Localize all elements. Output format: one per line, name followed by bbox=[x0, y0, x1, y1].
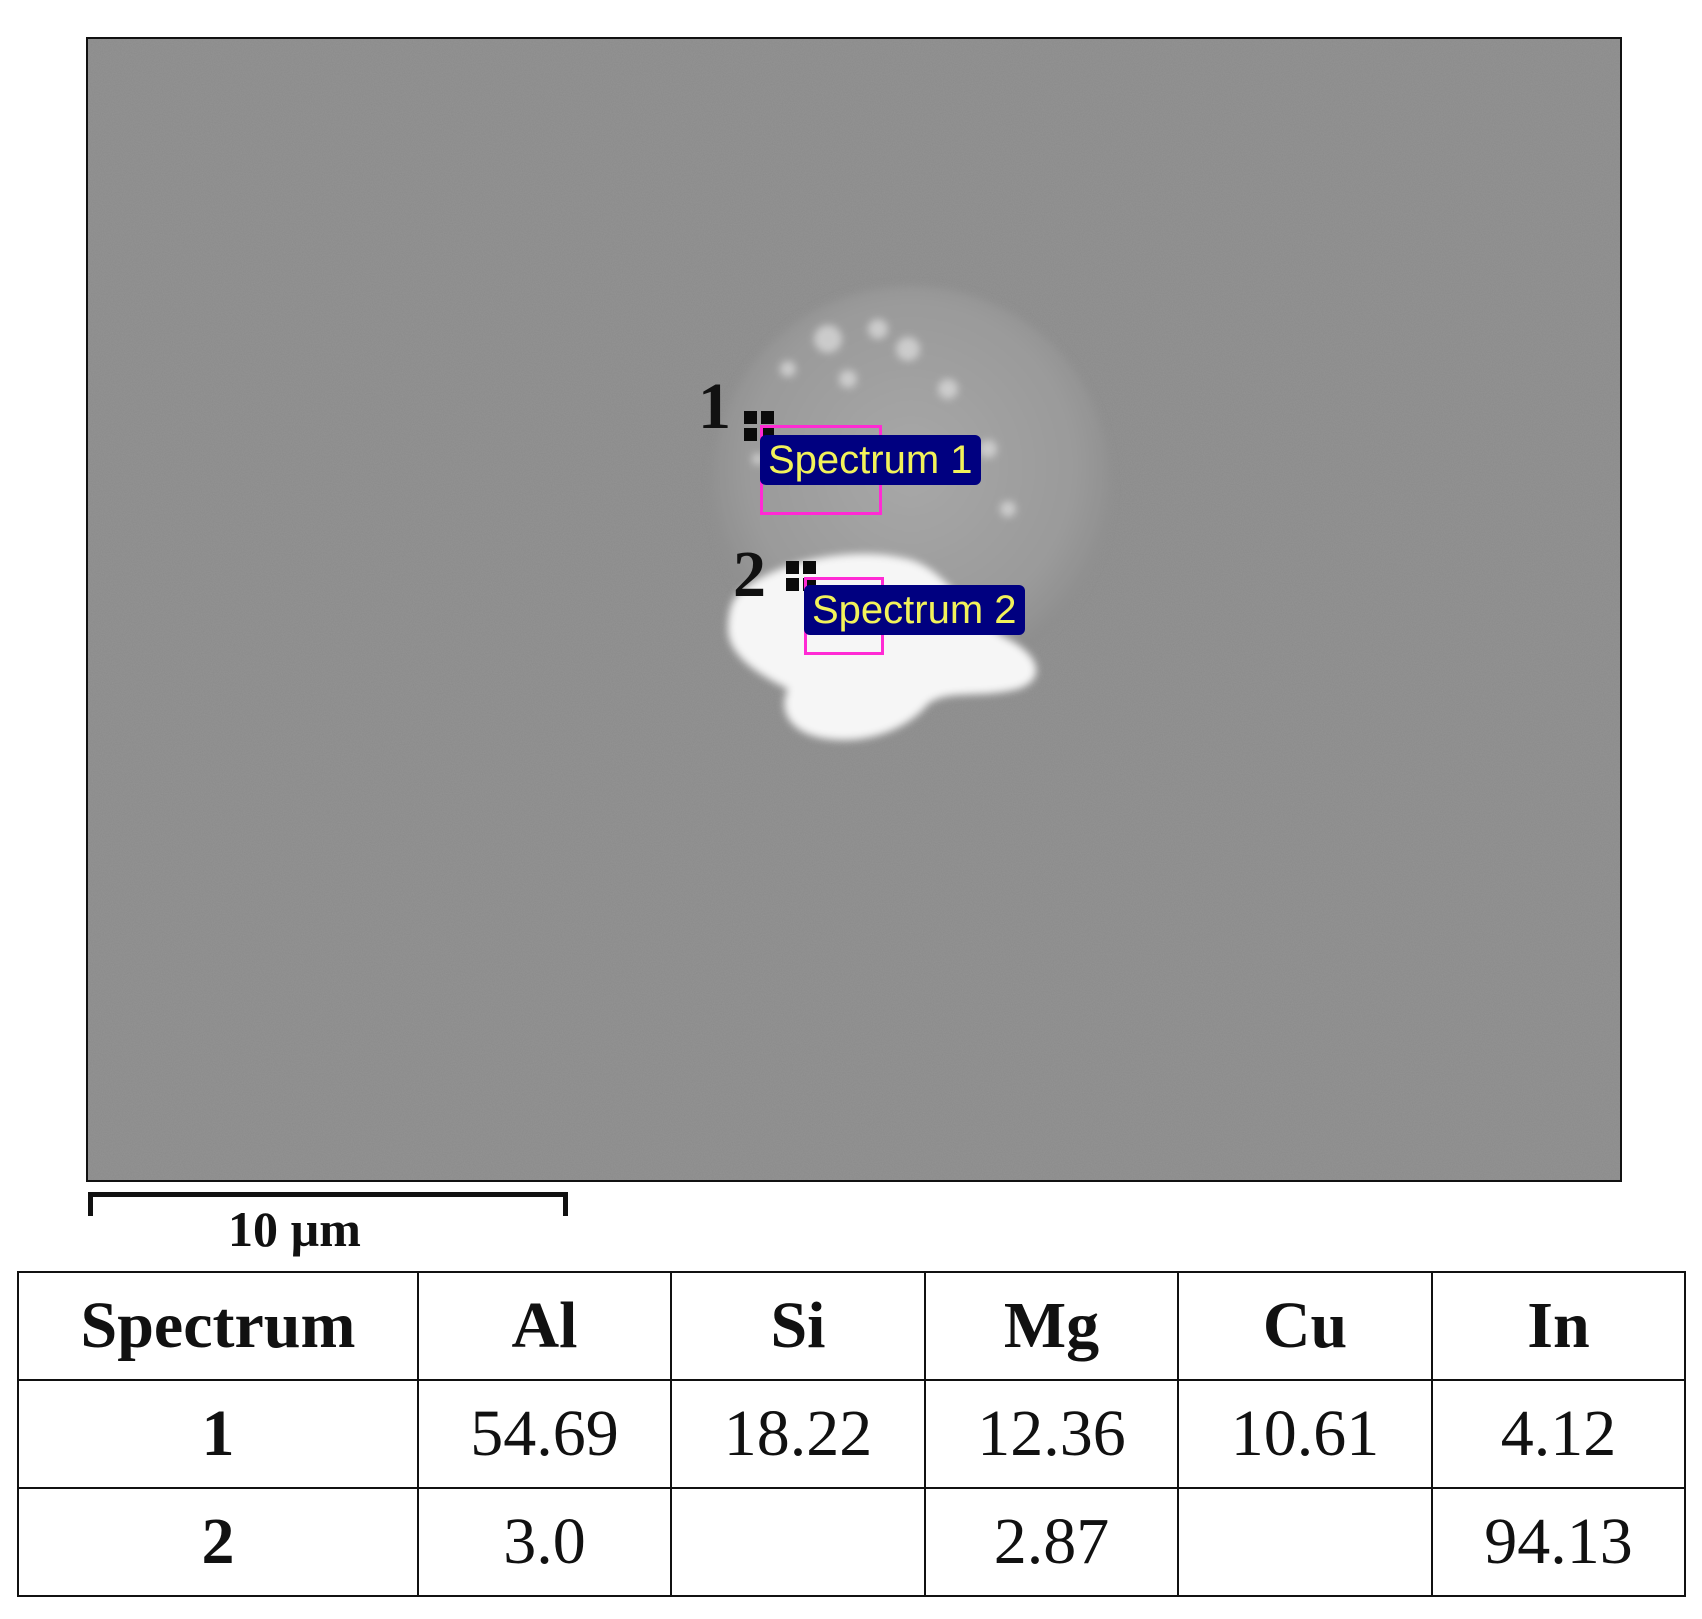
table-cell: 12.36 bbox=[924, 1379, 1179, 1489]
table-cell: 2.87 bbox=[924, 1487, 1179, 1597]
table-cell: 94.13 bbox=[1431, 1487, 1686, 1597]
table-cell: 18.22 bbox=[670, 1379, 926, 1489]
header-in: In bbox=[1431, 1271, 1686, 1381]
table-cell bbox=[1177, 1487, 1433, 1597]
composition-table: Spectrum Al Si Mg Cu In 1 54.69 18.22 12… bbox=[17, 1271, 1686, 1597]
header-si: Si bbox=[670, 1271, 926, 1381]
table-cell: 2 bbox=[17, 1487, 419, 1597]
table-cell: 54.69 bbox=[417, 1379, 672, 1489]
marker-number-2: 2 bbox=[733, 538, 766, 611]
header-mg: Mg bbox=[924, 1271, 1179, 1381]
spectrum-1-label: Spectrum 1 bbox=[760, 435, 981, 485]
table-row: 1 54.69 18.22 12.36 10.61 4.12 bbox=[17, 1379, 1686, 1489]
table-cell: 3.0 bbox=[417, 1487, 672, 1597]
bright-speckles bbox=[752, 319, 1016, 517]
table-cell: 10.61 bbox=[1177, 1379, 1433, 1489]
scale-bar bbox=[88, 1192, 568, 1216]
table-cell bbox=[670, 1487, 926, 1597]
spectrum-2-label: Spectrum 2 bbox=[804, 585, 1025, 635]
header-cu: Cu bbox=[1177, 1271, 1433, 1381]
header-al: Al bbox=[417, 1271, 672, 1381]
marker-number-1: 1 bbox=[698, 370, 731, 443]
table-cell: 4.12 bbox=[1431, 1379, 1686, 1489]
table-header-row: Spectrum Al Si Mg Cu In bbox=[17, 1271, 1686, 1381]
table-cell: 1 bbox=[17, 1379, 419, 1489]
header-spectrum: Spectrum bbox=[17, 1271, 419, 1381]
sem-micrograph: 1 Spectrum 1 2 Spectrum 2 bbox=[86, 37, 1622, 1182]
table-row: 2 3.0 2.87 94.13 bbox=[17, 1487, 1686, 1597]
scale-bar-label: 10 µm bbox=[228, 1201, 361, 1257]
